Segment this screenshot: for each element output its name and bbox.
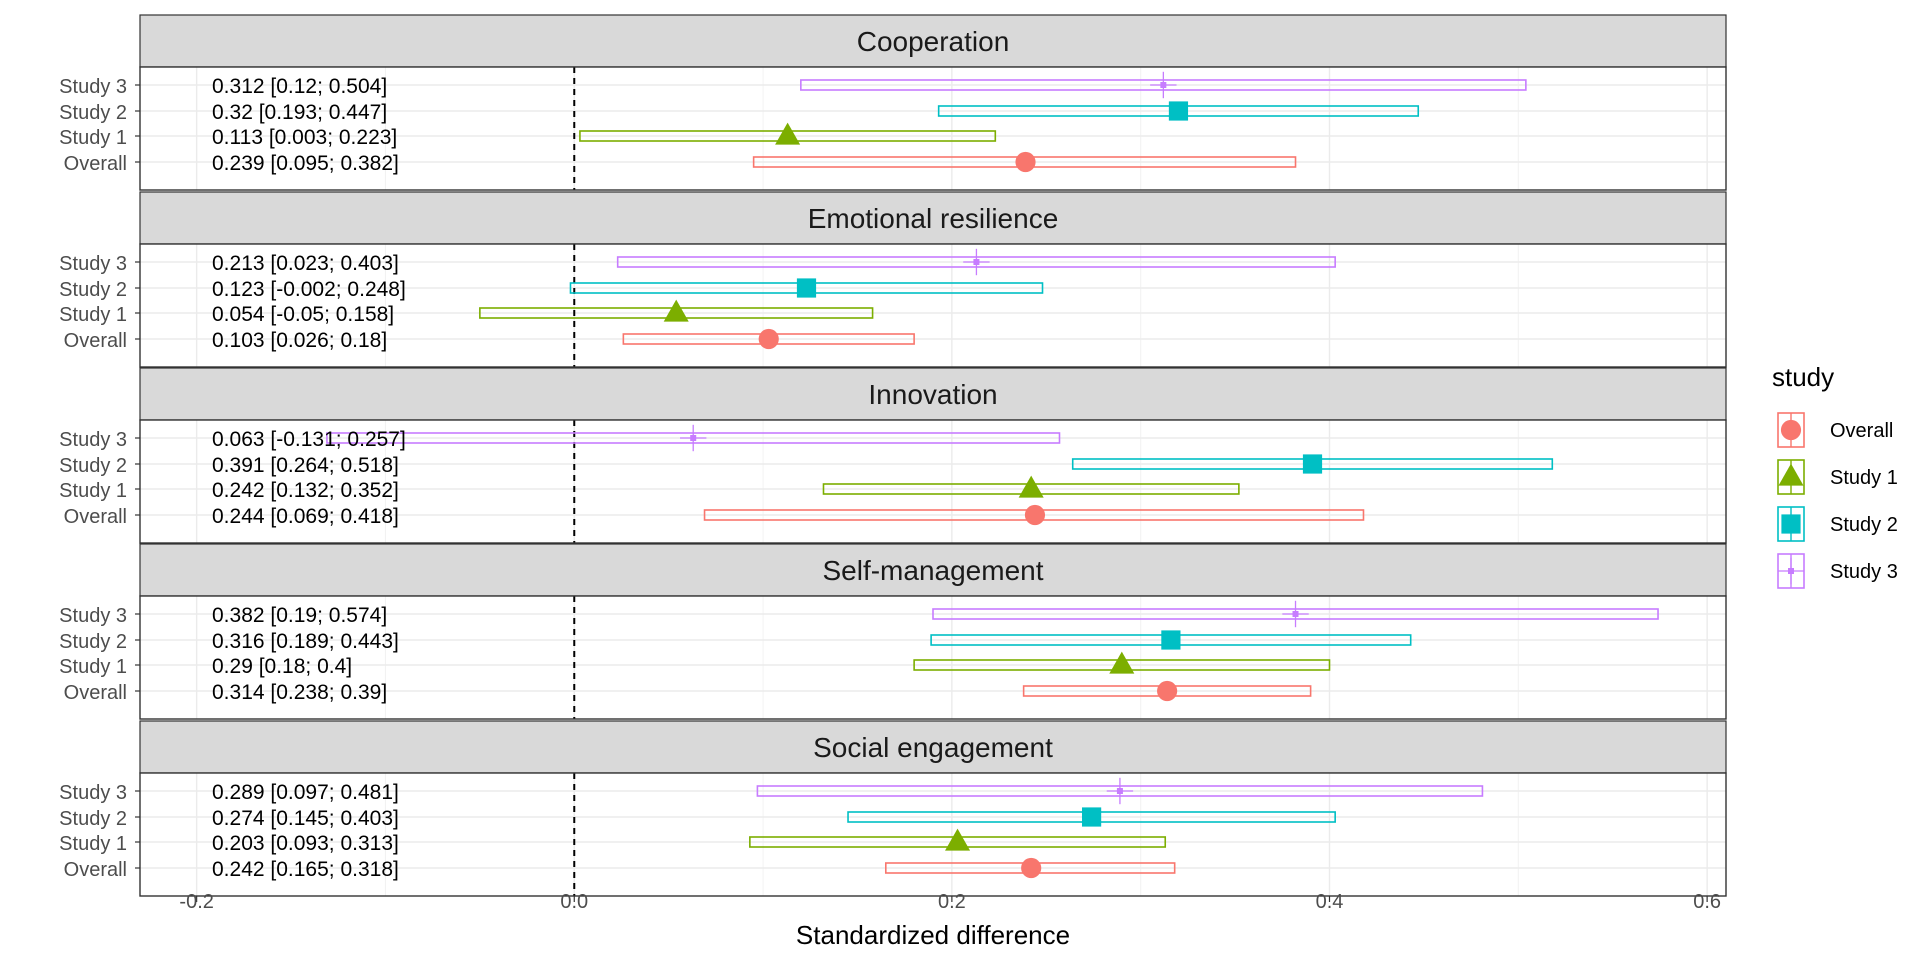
y-tick-label: Overall — [64, 330, 127, 352]
panel-border — [139, 595, 1727, 720]
panel-border — [139, 66, 1727, 191]
panel-border — [139, 772, 1727, 897]
y-tick-label: Study 3 — [59, 429, 127, 451]
facet-panel-social-engagement: Social engagement 0.289 [0.097; 0.481] 0.2… — [59, 720, 1727, 913]
facet-strip — [139, 543, 1727, 597]
y-tick-label: Study 3 — [59, 253, 127, 275]
estimate-label: 0.316 [0.189; 0.443] — [212, 630, 399, 653]
legend-marker-square — [1781, 514, 1801, 534]
y-tick-label: Study 2 — [59, 455, 127, 477]
estimate-label: 0.242 [0.165; 0.318] — [212, 858, 399, 881]
y-tick-label: Study 1 — [59, 127, 127, 149]
legend-marker-circle — [1780, 419, 1802, 441]
legend-marker-triangle — [1778, 463, 1804, 486]
point-estimate-marker — [1109, 651, 1135, 674]
facet-strip — [139, 720, 1727, 774]
legend-label: Study 1 — [1830, 467, 1898, 489]
point-estimate-marker — [775, 122, 801, 145]
x-tick-label: 0.0 — [560, 891, 588, 913]
facet-title: Emotional resilience — [808, 203, 1059, 234]
y-tick-label: Study 2 — [59, 102, 127, 124]
point-estimate-marker — [1024, 504, 1046, 526]
x-tick-label: 0.6 — [1693, 891, 1721, 913]
estimate-label: 0.274 [0.145; 0.403] — [212, 807, 399, 830]
panel-background — [140, 244, 1726, 367]
panel-border — [139, 243, 1727, 368]
panel-border — [139, 419, 1727, 544]
point-estimate-marker — [1282, 600, 1309, 628]
facet-title: Self-management — [822, 555, 1043, 586]
estimate-label: 0.239 [0.095; 0.382] — [212, 152, 399, 175]
point-estimate-marker — [1021, 857, 1042, 879]
point-estimate-marker — [963, 248, 990, 276]
y-tick-label: Study 1 — [59, 833, 127, 855]
estimate-label: 0.054 [-0.05; 0.158] — [212, 303, 394, 326]
facet-panel-innovation: Innovation 0.063 [-0.131; 0.257] 0.391 [0.… — [59, 367, 1727, 544]
facet-panel-emotional-resilience: Emotional resilience 0.213 [0.023; 0.403]… — [59, 191, 1727, 368]
estimate-label: 0.103 [0.026; 0.18] — [212, 329, 387, 352]
estimate-label: 0.123 [-0.002; 0.248] — [212, 278, 406, 301]
estimate-label: 0.312 [0.12; 0.504] — [212, 75, 387, 98]
estimate-label: 0.113 [0.003; 0.223] — [212, 126, 397, 149]
y-tick-label: Study 2 — [59, 808, 127, 830]
point-estimate-marker — [1168, 101, 1189, 121]
y-tick-label: Overall — [64, 682, 127, 704]
y-tick-label: Study 3 — [59, 605, 127, 627]
facet-title: Cooperation — [857, 26, 1010, 57]
point-estimate-marker — [1015, 151, 1036, 173]
estimate-label: 0.382 [0.19; 0.574] — [212, 604, 387, 627]
x-tick-label: 0.4 — [1316, 891, 1344, 913]
facet-title: Innovation — [868, 379, 997, 410]
estimate-label: 0.213 [0.023; 0.403] — [212, 252, 399, 275]
facet-strip — [139, 367, 1727, 421]
x-axis-title: Standardized difference — [796, 920, 1070, 950]
y-tick-label: Study 1 — [59, 656, 127, 678]
point-estimate-marker — [1150, 71, 1177, 99]
point-estimate-marker — [1018, 475, 1044, 498]
legend-label: Study 2 — [1830, 514, 1898, 536]
y-tick-label: Study 3 — [59, 782, 127, 804]
panel-background — [140, 67, 1726, 190]
point-estimate-marker — [1082, 807, 1102, 827]
y-tick-label: Overall — [64, 506, 127, 528]
panel-background — [140, 420, 1726, 543]
point-estimate-marker — [1106, 777, 1134, 805]
estimate-label: 0.289 [0.097; 0.481] — [212, 781, 399, 804]
y-tick-label: Overall — [64, 859, 127, 881]
estimate-label: 0.242 [0.132; 0.352] — [212, 479, 399, 502]
y-tick-label: Study 2 — [59, 279, 127, 301]
x-tick-label: -0.2 — [179, 891, 213, 913]
point-estimate-marker — [796, 278, 817, 298]
y-tick-label: Overall — [64, 153, 127, 175]
legend-title: study — [1772, 362, 1834, 392]
facet-panel-cooperation: Cooperation 0.312 [0.12; 0.504] 0.32 [0.19… — [59, 14, 1727, 191]
point-estimate-marker — [680, 424, 707, 452]
estimate-label: 0.314 [0.238; 0.39] — [212, 681, 387, 704]
legend-label: Study 3 — [1830, 561, 1898, 583]
estimate-label: 0.244 [0.069; 0.418] — [212, 505, 399, 528]
x-tick-label: 0.2 — [938, 891, 966, 913]
facet-title: Social engagement — [813, 732, 1053, 763]
legend-label: Overall — [1830, 420, 1893, 442]
estimate-label: 0.203 [0.093; 0.313] — [212, 832, 399, 855]
estimate-label: 0.29 [0.18; 0.4] — [212, 655, 352, 678]
point-estimate-marker — [1302, 454, 1323, 474]
y-tick-label: Study 1 — [59, 480, 127, 502]
legend-marker-plus — [1777, 557, 1805, 585]
point-estimate-marker — [1161, 630, 1181, 650]
y-tick-label: Study 2 — [59, 631, 127, 653]
facet-panel-self-management: Self-management 0.382 [0.19; 0.574] 0.316 … — [59, 543, 1727, 720]
estimate-label: 0.32 [0.193; 0.447] — [212, 101, 387, 124]
facet-strip — [139, 14, 1727, 68]
point-estimate-marker — [758, 328, 779, 350]
panel-background — [140, 773, 1726, 896]
estimate-label: 0.063 [-0.131; 0.257] — [212, 428, 406, 451]
point-estimate-marker — [945, 828, 971, 851]
y-tick-label: Study 1 — [59, 304, 127, 326]
point-estimate-marker — [663, 299, 689, 322]
y-tick-label: Study 3 — [59, 76, 127, 98]
estimate-label: 0.391 [0.264; 0.518] — [212, 454, 399, 477]
point-estimate-marker — [1157, 680, 1178, 702]
